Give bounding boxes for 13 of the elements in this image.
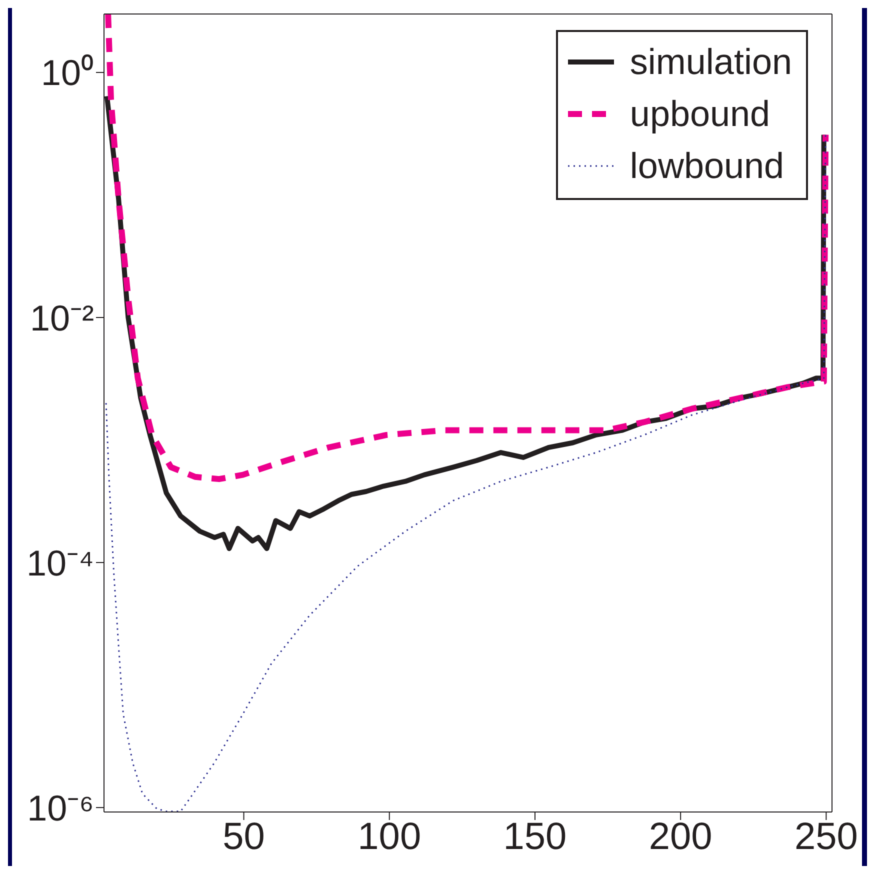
x-tick-label: 150: [503, 816, 567, 858]
legend-label: upbound: [630, 93, 770, 135]
line-series: [105, 134, 826, 812]
legend-label: lowbound: [630, 145, 784, 187]
y-tick-label: 10⁻²: [30, 297, 94, 338]
y-tick-label: 10⁻⁴: [26, 542, 94, 584]
x-tick-label: 200: [648, 816, 712, 858]
y-tick-label: 10⁻⁶: [27, 787, 94, 828]
x-tick-label: 50: [222, 816, 265, 858]
x-tick-label: 250: [794, 816, 858, 858]
legend-label: simulation: [630, 41, 792, 83]
x-tick-label: 100: [358, 816, 422, 858]
y-tick-label: 10⁰: [40, 52, 94, 94]
